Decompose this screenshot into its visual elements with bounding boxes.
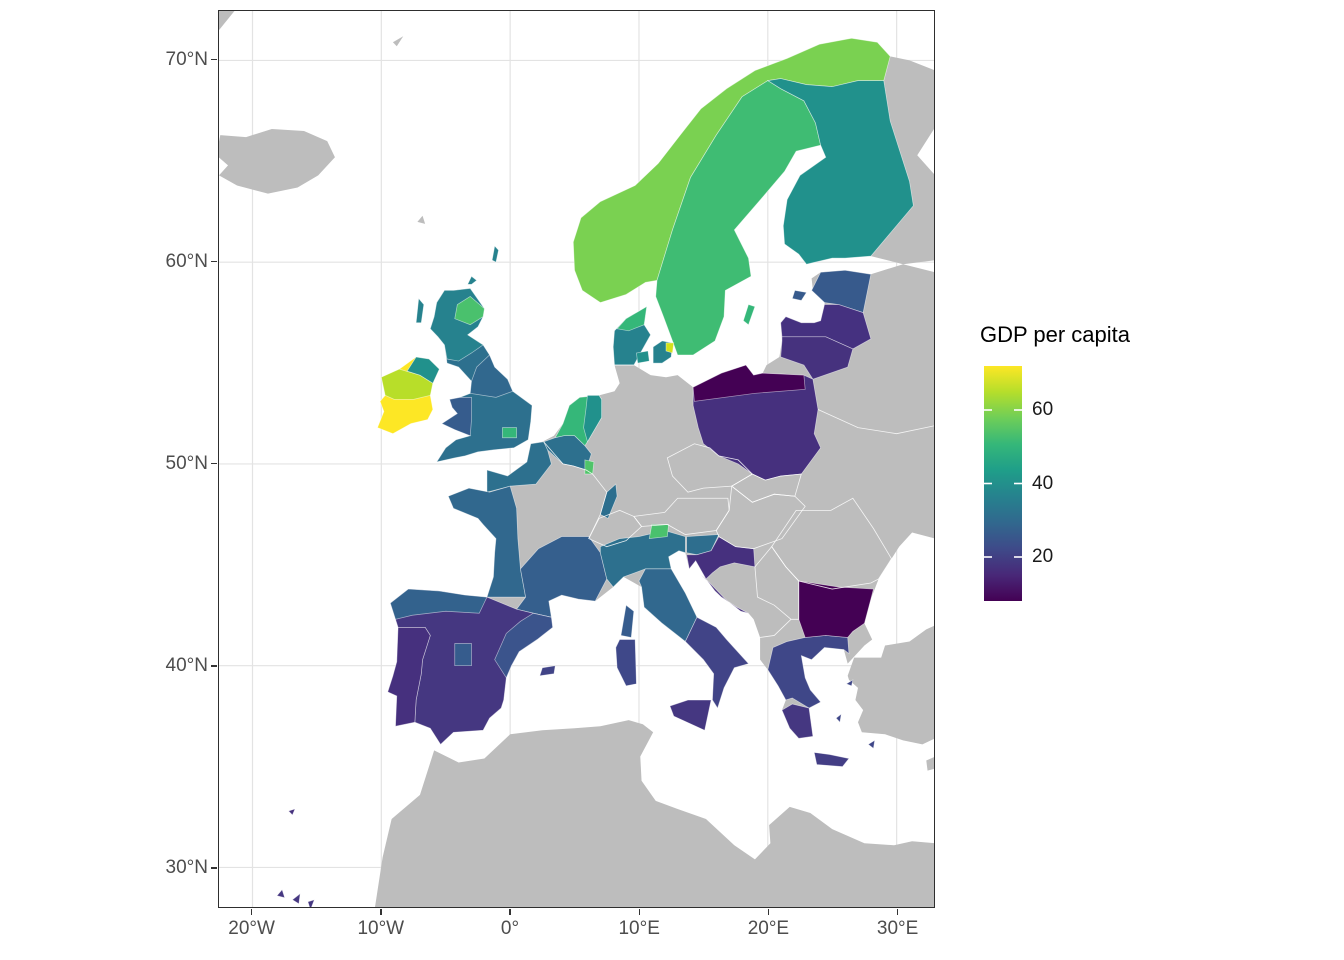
x-tickmark [509,909,511,915]
x-tick-label: 20°W [228,918,275,939]
legend-tick-label: 20 [1032,546,1054,567]
y-tickmark [211,462,217,465]
country-borders [544,365,934,637]
region-wales [442,397,472,435]
region-faroe [417,215,426,224]
region-netherlands-east [584,395,602,441]
region-canary-islands [277,890,314,907]
region-north-africa [375,720,934,907]
x-tickmark [250,909,253,915]
y-tick-label: 70°N [165,48,208,70]
border-slovakia [732,474,802,502]
region-cyprus [926,757,934,771]
region-croatia-coast [701,575,749,613]
y-tickmark [211,665,217,667]
y-tick-label: 50°N [165,452,208,474]
y-tick-label: 60°N [165,250,208,272]
x-tick-label: 30°E [876,918,919,939]
map-panel [218,10,935,908]
region-italy-south [685,617,748,708]
region-denmark-jutland-north [617,307,647,331]
legend-colorbar [984,366,1022,601]
legend-tick-label: 40 [1032,472,1054,494]
region-madeira [289,809,295,815]
region-scotland-northeast [455,296,485,324]
region-spain-east [495,613,553,678]
region-spain-north [390,589,487,619]
border-france-germany [544,442,607,539]
legend-tick-label: 60 [1032,399,1054,420]
y-tickmark [211,867,217,869]
region-finland [768,79,914,265]
region-peloponnese [782,704,813,738]
region-france-north [487,442,551,492]
region-sardinia [616,639,637,685]
x-tickmark [380,909,382,915]
region-madrid [455,644,472,666]
x-tick-label: 20°E [747,918,790,939]
legend-title: GDP per capita [980,322,1131,347]
region-corsica [621,605,634,637]
x-tickmark [767,909,770,915]
region-shetland [492,246,498,262]
region-italy-north [600,531,685,587]
region-northern-ireland [407,357,439,383]
region-jan-mayen [392,36,404,47]
legend-ticks-marks [984,409,1022,558]
y-tick-label: 40°N [165,654,208,676]
region-greenland-edge [219,11,235,31]
region-sicily [670,700,711,730]
region-orkney [468,276,477,284]
region-gotland [743,305,755,325]
region-lithuania [781,337,853,379]
region-estonia [792,270,871,312]
region-aegean-islands [836,680,875,749]
region-denmark-funen [636,351,649,363]
x-tick-label: 10°E [618,918,660,939]
region-sweden [656,81,821,355]
region-greece-mainland [768,635,849,708]
x-tick-label: 0° [500,918,520,939]
border-serbia [755,547,799,620]
region-london [502,428,516,438]
region-france-west [448,486,525,597]
border-belarus-ukraine [818,409,934,433]
region-england-north [470,355,513,397]
y-tickmark [211,58,217,61]
x-tick-label: 10°W [357,918,405,939]
border-switzerland [589,510,642,546]
border-albania-macedonia [760,619,791,637]
region-bolzano [649,524,668,538]
region-balearics [540,666,555,676]
europe-choropleth-map [219,11,934,907]
region-hebrides [416,299,424,323]
region-crete [814,752,849,766]
y-tickmark [211,260,217,263]
region-turkey [847,625,934,745]
region-iceland [219,129,335,194]
x-tickmark [896,909,899,915]
region-poland-north [693,365,805,401]
y-tick-label: 30°N [165,857,208,879]
region-denmark-copenhagen [666,343,674,353]
region-portugal [388,627,431,726]
x-tickmark [638,909,641,915]
region-italy-center [639,569,697,642]
region-russia-karelia [870,56,934,265]
region-bulgaria [799,581,874,637]
region-belgium [544,436,592,470]
